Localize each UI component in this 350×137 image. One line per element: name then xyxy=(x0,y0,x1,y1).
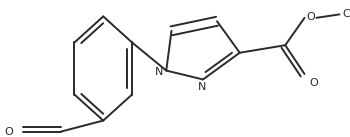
Text: O: O xyxy=(4,127,13,136)
Text: O: O xyxy=(309,78,318,88)
Text: CH₃: CH₃ xyxy=(343,9,350,19)
Text: N: N xyxy=(155,67,163,77)
Text: N: N xyxy=(198,82,206,92)
Text: O: O xyxy=(307,12,315,22)
